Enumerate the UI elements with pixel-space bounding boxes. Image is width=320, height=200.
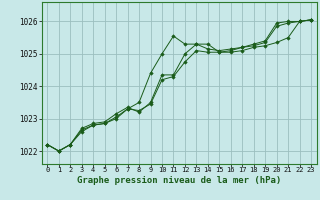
X-axis label: Graphe pression niveau de la mer (hPa): Graphe pression niveau de la mer (hPa) [77, 176, 281, 185]
